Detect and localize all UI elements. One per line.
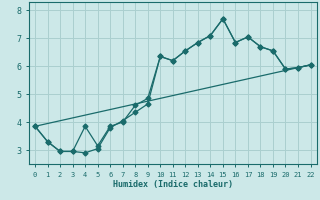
X-axis label: Humidex (Indice chaleur): Humidex (Indice chaleur): [113, 180, 233, 189]
